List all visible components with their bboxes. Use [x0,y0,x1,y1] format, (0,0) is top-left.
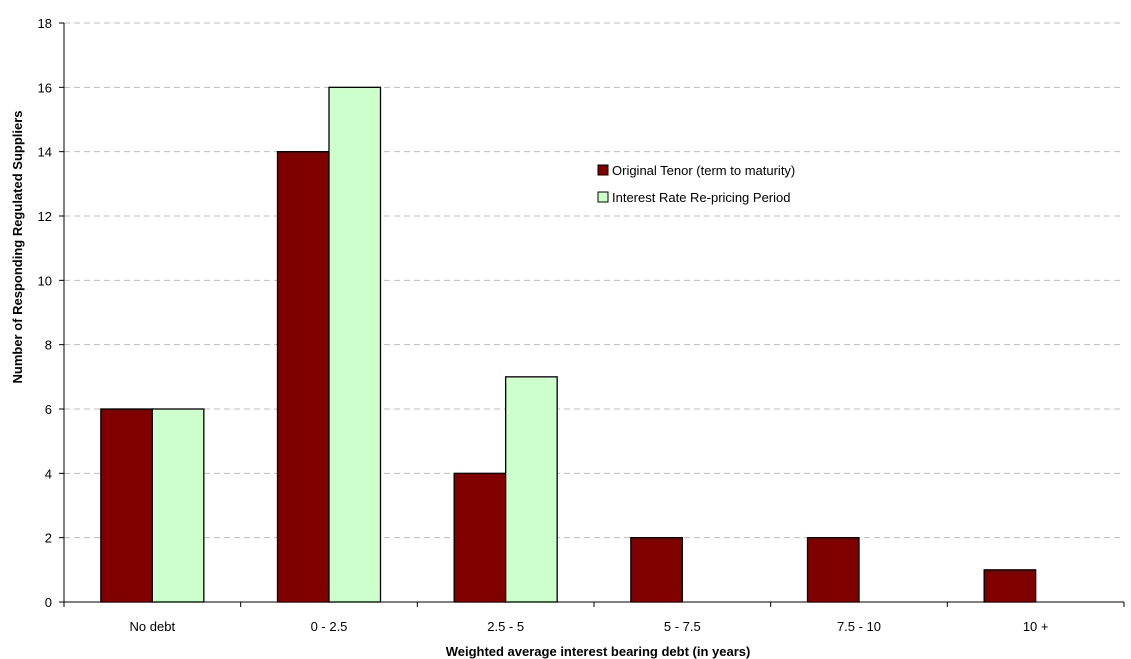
legend-swatch-original-tenor [597,164,609,176]
bar-original-tenor-4 [806,537,860,603]
bar-original-tenor-2 [453,472,507,603]
y-axis-title: Number of Responding Regulated Suppliers [10,110,25,383]
bars [100,86,1037,603]
axes [63,23,1124,603]
gridlines [64,22,1124,539]
x-tick-label: 0 - 2.5 [311,619,348,634]
x-tick-label: 5 - 7.5 [664,619,701,634]
bar-original-tenor-5 [983,569,1037,603]
bar-original-tenor-0 [100,408,153,603]
x-axis-ticks: No debt 0 - 2.5 2.5 - 5 5 - 7.5 7.5 - 10 10 + [63,602,1125,634]
bar-interest-rate-0 [151,408,205,603]
x-tick-label: 7.5 - 10 [837,619,881,634]
y-tick-label: 12 [38,209,52,224]
x-axis-title: Weighted average interest bearing debt (… [446,644,751,659]
y-tick-label: 6 [45,402,52,417]
y-tick-label: 8 [45,338,52,353]
bar-original-tenor-1 [276,151,330,603]
bar-original-tenor-3 [630,537,683,603]
x-tick-label: 10 + [1023,619,1049,634]
y-tick-label: 14 [38,145,52,160]
y-tick-label: 0 [45,595,52,610]
bar-interest-rate-1 [328,86,382,603]
y-tick-label: 2 [45,531,52,546]
x-tick-label: 2.5 - 5 [487,619,524,634]
y-tick-label: 4 [45,466,52,481]
legend: Original Tenor (term to maturity) Intere… [597,163,795,205]
legend-label-interest-rate: Interest Rate Re-pricing Period [612,190,790,205]
y-tick-label: 10 [38,273,52,288]
legend-label-original-tenor: Original Tenor (term to maturity) [612,163,795,178]
x-tick-label: No debt [130,619,176,634]
legend-swatch-interest-rate [597,191,609,203]
y-tick-label: 18 [38,16,52,31]
bar-interest-rate-2 [505,376,558,603]
y-tick-label: 16 [38,80,52,95]
y-axis-ticks: 0 2 4 6 8 10 12 14 16 18 [38,16,64,610]
